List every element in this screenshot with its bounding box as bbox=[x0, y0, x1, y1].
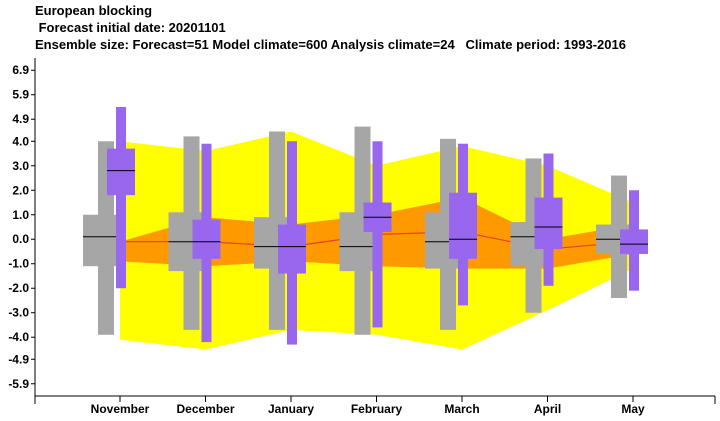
y-tick-label: 4.9 bbox=[12, 112, 29, 126]
y-tick-label: -3.0 bbox=[8, 306, 29, 320]
forecast-box bbox=[278, 224, 306, 274]
axes: 6.9 5.9 4.9 4.0 3.0 2.0 1.0 0.0 -1.0 -2.0 -3.0 -4.0… bbox=[8, 58, 716, 416]
y-tick-label: -4.9 bbox=[8, 352, 29, 366]
chart-subtitle-initial-date: Forecast initial date: 20201101 bbox=[35, 20, 226, 35]
chart-subtitle-ensemble: Ensemble size: Forecast=51 Model climate… bbox=[35, 37, 626, 52]
chart-title: European blocking bbox=[35, 3, 153, 18]
x-tick-label: April bbox=[534, 402, 561, 416]
y-tick-label: -4.0 bbox=[8, 330, 29, 344]
x-tick-label: May bbox=[621, 402, 645, 416]
y-tick-label: -2.0 bbox=[8, 281, 29, 295]
y-tick-label: 0.0 bbox=[12, 232, 29, 246]
forecast-whisker bbox=[372, 141, 383, 328]
y-tick-label: -1.0 bbox=[8, 257, 29, 271]
y-tick-label: 5.9 bbox=[12, 88, 29, 102]
forecast-box bbox=[192, 219, 221, 259]
forecast-box bbox=[449, 192, 477, 259]
x-tick-label: February bbox=[351, 402, 403, 416]
y-tick-label: 6.9 bbox=[12, 63, 29, 77]
forecast-box bbox=[620, 229, 648, 254]
x-tick-label: November bbox=[91, 402, 150, 416]
y-tick-label: 4.0 bbox=[12, 134, 29, 148]
forecast-box bbox=[534, 197, 563, 250]
chart-title-block: European blocking Forecast initial date:… bbox=[35, 2, 626, 53]
forecast-box bbox=[107, 148, 135, 196]
x-tick-label: March bbox=[444, 402, 479, 416]
x-tick-label: January bbox=[268, 402, 314, 416]
box-series bbox=[83, 106, 648, 345]
y-tick-label: 1.0 bbox=[12, 208, 29, 222]
y-tick-label: 3.0 bbox=[12, 159, 29, 173]
y-tick-label: 2.0 bbox=[12, 183, 29, 197]
y-tick-label: -5.9 bbox=[8, 377, 29, 391]
x-tick-label: December bbox=[176, 402, 234, 416]
forecast-whisker bbox=[116, 106, 126, 289]
